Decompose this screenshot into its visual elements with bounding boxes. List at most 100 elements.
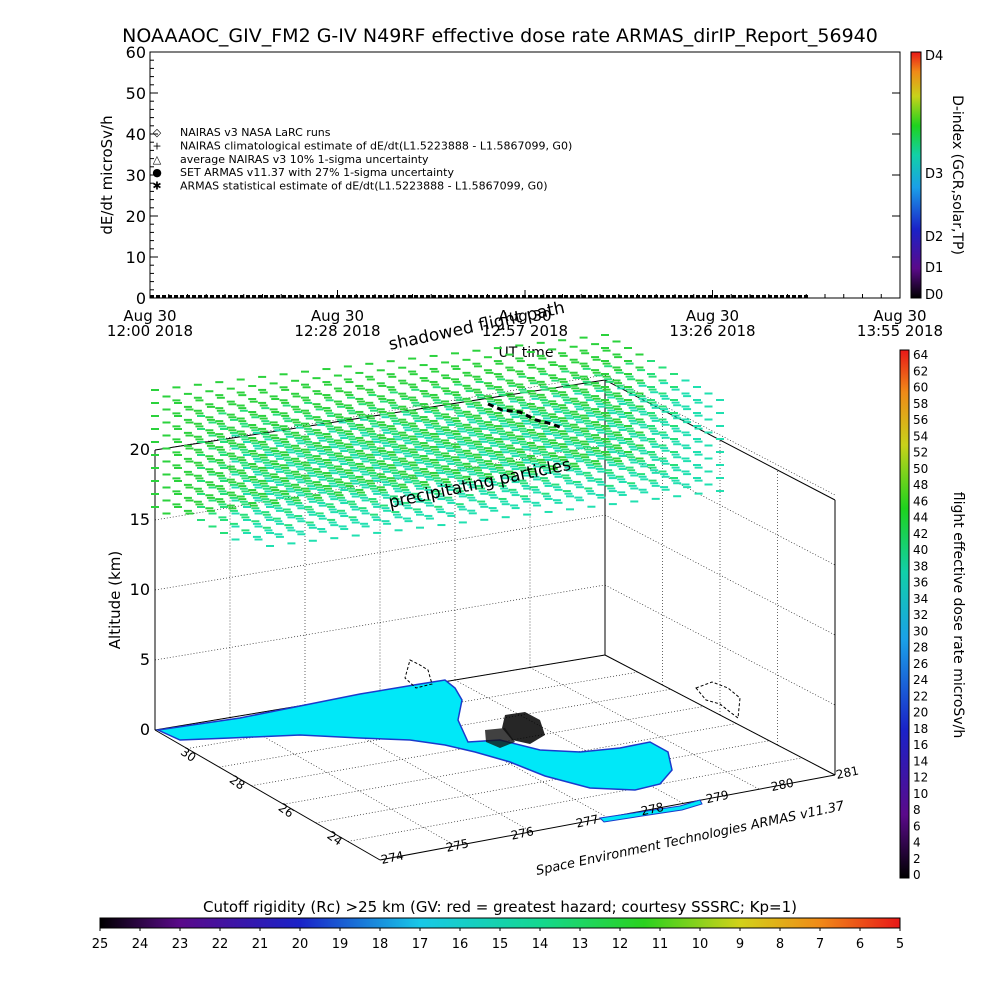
dindex-colorbar: D0 D1 D2 D3 D4 D-index (GCR,solar,TP) [910,49,965,303]
dose-point [666,295,670,298]
cutoff-tick-label: 18 [372,937,389,952]
dindex-tick-label: D0 [925,288,943,303]
dindex-colorbar-bar [910,51,922,299]
dose-point [204,295,208,298]
top-x-tick-time: 13:55 2018 [857,322,943,340]
dose-point [150,295,154,298]
dose-colorbar: 0246810121416182022242628303234363840424… [899,348,966,882]
latitude-ticks: 30 28 26 24 [178,745,345,849]
dose-point [786,295,790,298]
grid-right-wall-line [604,514,836,636]
dose-point [450,295,454,298]
dose-tick-label: 30 [913,624,928,638]
dose-tick-label: 54 [913,429,928,443]
longitude-tick-label: 281 [835,763,860,781]
dose-tick-label: 48 [913,478,928,492]
longitude-tick-label: 274 [380,848,405,866]
altitude-tick-label: 10 [130,580,150,599]
dose-point [648,295,652,298]
dose-tick-label: 60 [913,381,928,395]
dose-point [444,295,448,298]
dose-point [402,295,406,298]
grid-floor-line [229,717,456,847]
dindex-tick-label: D3 [925,167,943,182]
cutoff-tick-label: 11 [652,937,669,952]
longitude-tick-label: 275 [445,836,470,854]
dose-point [486,295,490,298]
dose-point [426,295,430,298]
dose-point [174,295,178,298]
dose-tick-label: 44 [913,511,928,525]
top-x-tick-date: Aug 30 [123,307,176,325]
dose-tick-label: 24 [913,673,928,687]
coast-dashed-north [404,659,433,689]
grid-back-wall-line [154,514,606,591]
dose-point [438,295,442,298]
dose-tick-label: 2 [913,852,921,866]
legend-symbol: + [152,139,161,152]
altitude-ticks: 0 5 10 15 20 [130,440,150,739]
dose-tick-label: 14 [913,754,928,768]
dose-point [468,295,472,298]
dose-point [522,295,526,298]
dose-point [168,295,172,298]
dose-point [300,295,304,298]
dose-point [342,295,346,298]
longitude-tick-label: 276 [510,824,535,842]
dose-point [576,295,580,298]
dose-point [720,295,724,298]
cutoff-tick-label: 5 [896,937,904,952]
cutoff-tick-label: 8 [776,937,784,952]
dose-point [672,295,676,298]
dose-point [294,295,298,298]
dose-tick-label: 22 [913,689,928,703]
legend-entry: NAIRAS v3 NASA LaRC runs [180,126,331,139]
dose-point [660,295,664,298]
dose-point [258,295,262,298]
dose-colorbar-ticks: 0246810121416182022242628303234363840424… [913,348,928,882]
dose-tick-label: 18 [913,722,928,736]
dose-point [546,295,550,298]
dose-tick-label: 20 [913,706,928,720]
cutoff-tick-label: 17 [412,937,429,952]
dose-point [318,295,322,298]
dose-tick-label: 12 [913,771,928,785]
dindex-tick-label: D2 [925,230,943,245]
legend-entry: SET ARMAS v11.37 with 27% 1-sigma uncert… [180,166,454,179]
dose-point [654,295,658,298]
dose-point [324,295,328,298]
dose-point [234,295,238,298]
dose-point [552,295,556,298]
dindex-colorbar-label: D-index (GCR,solar,TP) [949,95,965,255]
cutoff-tick-label: 10 [692,937,709,952]
top-y-tick-label: 10 [126,248,146,267]
shadowed-flight-path [487,402,563,430]
dose-point [762,295,766,298]
dose-point [618,295,622,298]
dose-point [312,295,316,298]
everglades-patch [485,728,515,748]
dose-tick-label: 46 [913,494,928,508]
three-d-plot: shadowed flight path precipitating parti… [106,298,860,879]
top-y-tick-label: 60 [126,43,146,62]
dose-point [186,295,190,298]
dose-tick-label: 28 [913,641,928,655]
dose-point [282,295,286,298]
dose-tick-label: 8 [913,803,921,817]
dose-point [708,295,712,298]
dindex-tick-label: D4 [925,49,943,64]
dose-point [516,295,520,298]
dose-point [756,295,760,298]
dose-point [750,295,754,298]
top-x-axis-label: UT time [499,345,554,361]
cutoff-tick-label: 20 [292,937,309,952]
longitude-tick-label: 278 [640,800,665,818]
dose-point [534,295,538,298]
cutoff-tick-label: 15 [492,937,509,952]
dose-point [696,295,700,298]
legend-symbol: △ [153,153,162,166]
dose-point [588,295,592,298]
grid-floor-line [304,704,532,832]
dose-tick-label: 32 [913,608,928,622]
